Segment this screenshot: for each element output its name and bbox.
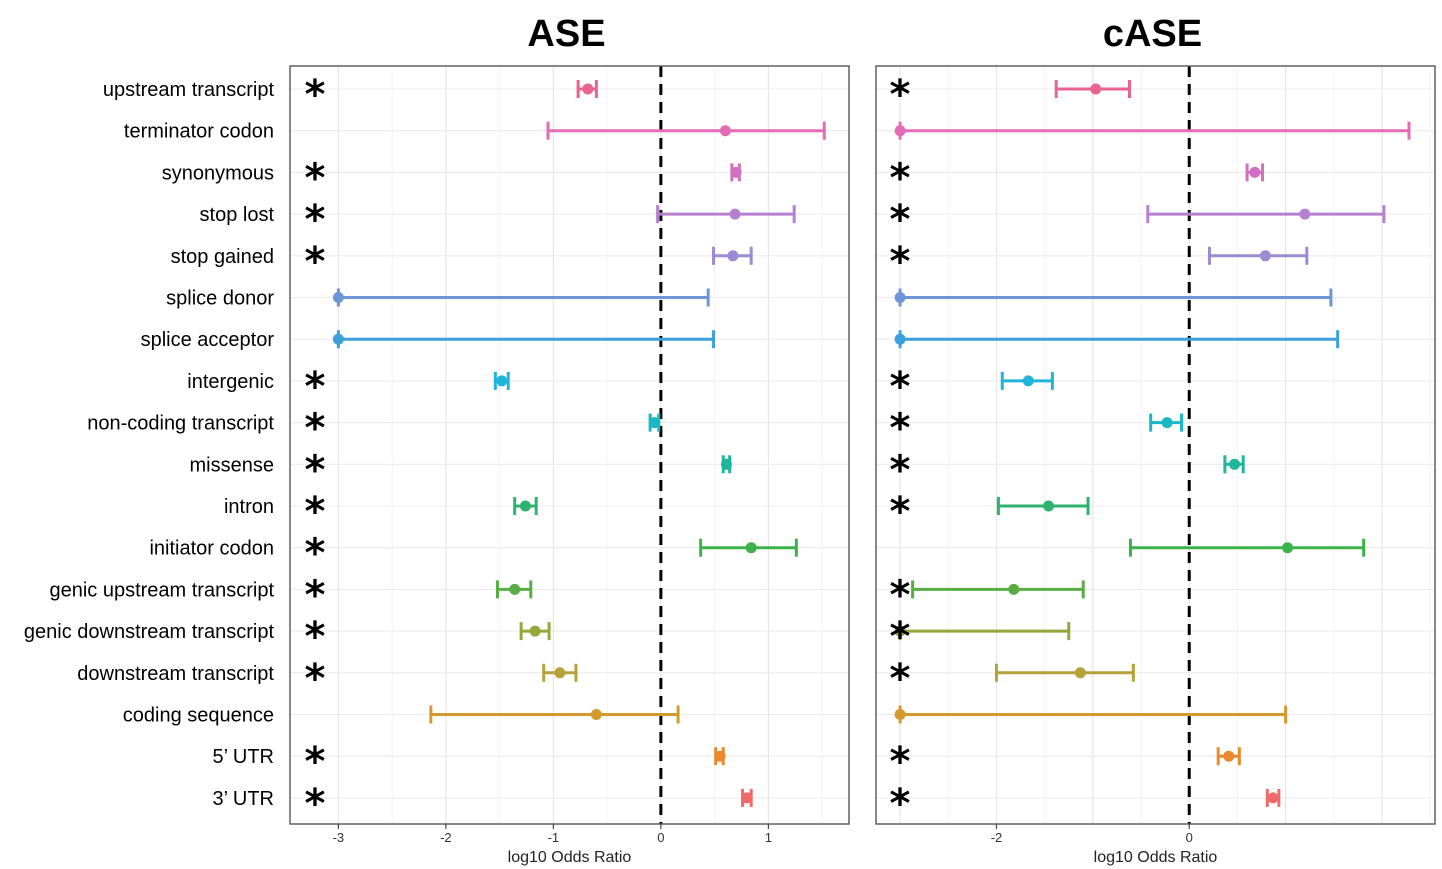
significance-star: * [305,447,326,493]
point-estimate [529,625,541,637]
significance-star: * [305,239,326,285]
point-estimate [590,709,602,720]
point-estimate [720,458,732,470]
significance-star: * [890,406,911,452]
significance-star: * [305,531,326,577]
category-label: 5’ UTR [213,746,274,768]
panel-border [875,65,1436,825]
tick-label: -3 [333,830,345,845]
point-estimate [1022,375,1034,387]
point-estimate [509,583,521,595]
panel-title: ASE [527,13,605,55]
tick-label: -2 [991,830,1003,845]
significance-star: * [305,406,326,452]
significance-star: * [890,72,911,118]
point-estimate [741,792,753,804]
point-estimate [1229,458,1241,470]
point-estimate [1282,542,1294,554]
category-label: genic downstream transcript [24,621,275,643]
significance-star: * [890,614,911,660]
tick-label: 0 [1186,830,1193,845]
panel-title: cASE [1103,13,1202,55]
category-label: genic upstream transcript [49,579,274,601]
point-estimate [332,333,344,345]
panel-0: * upstream transcript terminator codon * syn… [24,13,850,866]
point-estimate [1074,667,1086,679]
point-estimate [519,500,531,512]
category-label: upstream transcript [103,79,275,101]
tick-label: 1 [765,830,772,845]
point-estimate [719,125,731,137]
category-label: terminator codon [124,121,274,143]
x-axis-title: log10 Odds Ratio [508,849,632,866]
point-estimate [1043,500,1055,512]
significance-star: * [890,197,911,243]
significance-star: * [890,656,911,702]
point-estimate [1008,583,1020,595]
category-label: stop gained [171,246,274,268]
category-label: coding sequence [123,705,274,727]
point-estimate [1259,250,1271,262]
point-estimate [745,542,757,554]
tick-label: 0 [657,830,664,845]
point-estimate [554,667,566,679]
significance-star: * [305,364,326,410]
category-label: splice donor [166,288,274,310]
significance-star: * [890,781,911,827]
point-estimate [894,709,906,720]
point-estimate [894,292,906,303]
significance-star: * [305,155,326,201]
significance-star: * [890,155,911,201]
tick-label: -1 [548,830,560,845]
panel-background [290,66,849,824]
significance-star: * [305,781,326,827]
category-label: synonymous [162,162,274,184]
point-estimate [1249,166,1261,178]
significance-star: * [305,739,326,785]
category-label: 3’ UTR [213,788,274,810]
point-estimate [648,417,660,429]
category-label: initiator codon [149,538,274,560]
significance-star: * [890,572,911,618]
point-estimate [1090,83,1102,95]
category-label: stop lost [200,204,275,226]
point-estimate [729,208,741,220]
x-axis-title: log10 Odds Ratio [1094,849,1218,866]
category-label: missense [190,454,274,476]
significance-star: * [890,739,911,785]
significance-star: * [305,614,326,660]
significance-star: * [305,656,326,702]
point-estimate [730,166,742,178]
point-estimate [1267,792,1279,804]
tick-label: -2 [440,830,452,845]
point-estimate [1161,417,1173,429]
point-estimate [714,750,726,762]
category-label: downstream transcript [77,663,274,685]
point-estimate [1299,208,1311,220]
category-label: splice acceptor [141,329,275,351]
panel-background [876,66,1435,824]
point-estimate [496,375,508,387]
point-estimate [894,333,906,345]
significance-star: * [890,364,911,410]
category-label: intergenic [187,371,274,393]
significance-star: * [890,447,911,493]
point-estimate [894,125,906,137]
point-estimate [727,250,739,262]
significance-star: * [890,489,911,535]
category-label: non-coding transcript [87,413,274,435]
point-estimate [894,625,906,637]
point-estimate [332,292,344,303]
significance-star: * [890,239,911,285]
significance-star: * [305,72,326,118]
significance-star: * [305,572,326,618]
significance-star: * [305,197,326,243]
panel-border [289,65,850,825]
point-estimate [1223,750,1235,762]
point-estimate [582,83,594,95]
category-label: intron [224,496,274,518]
significance-star: * [305,489,326,535]
